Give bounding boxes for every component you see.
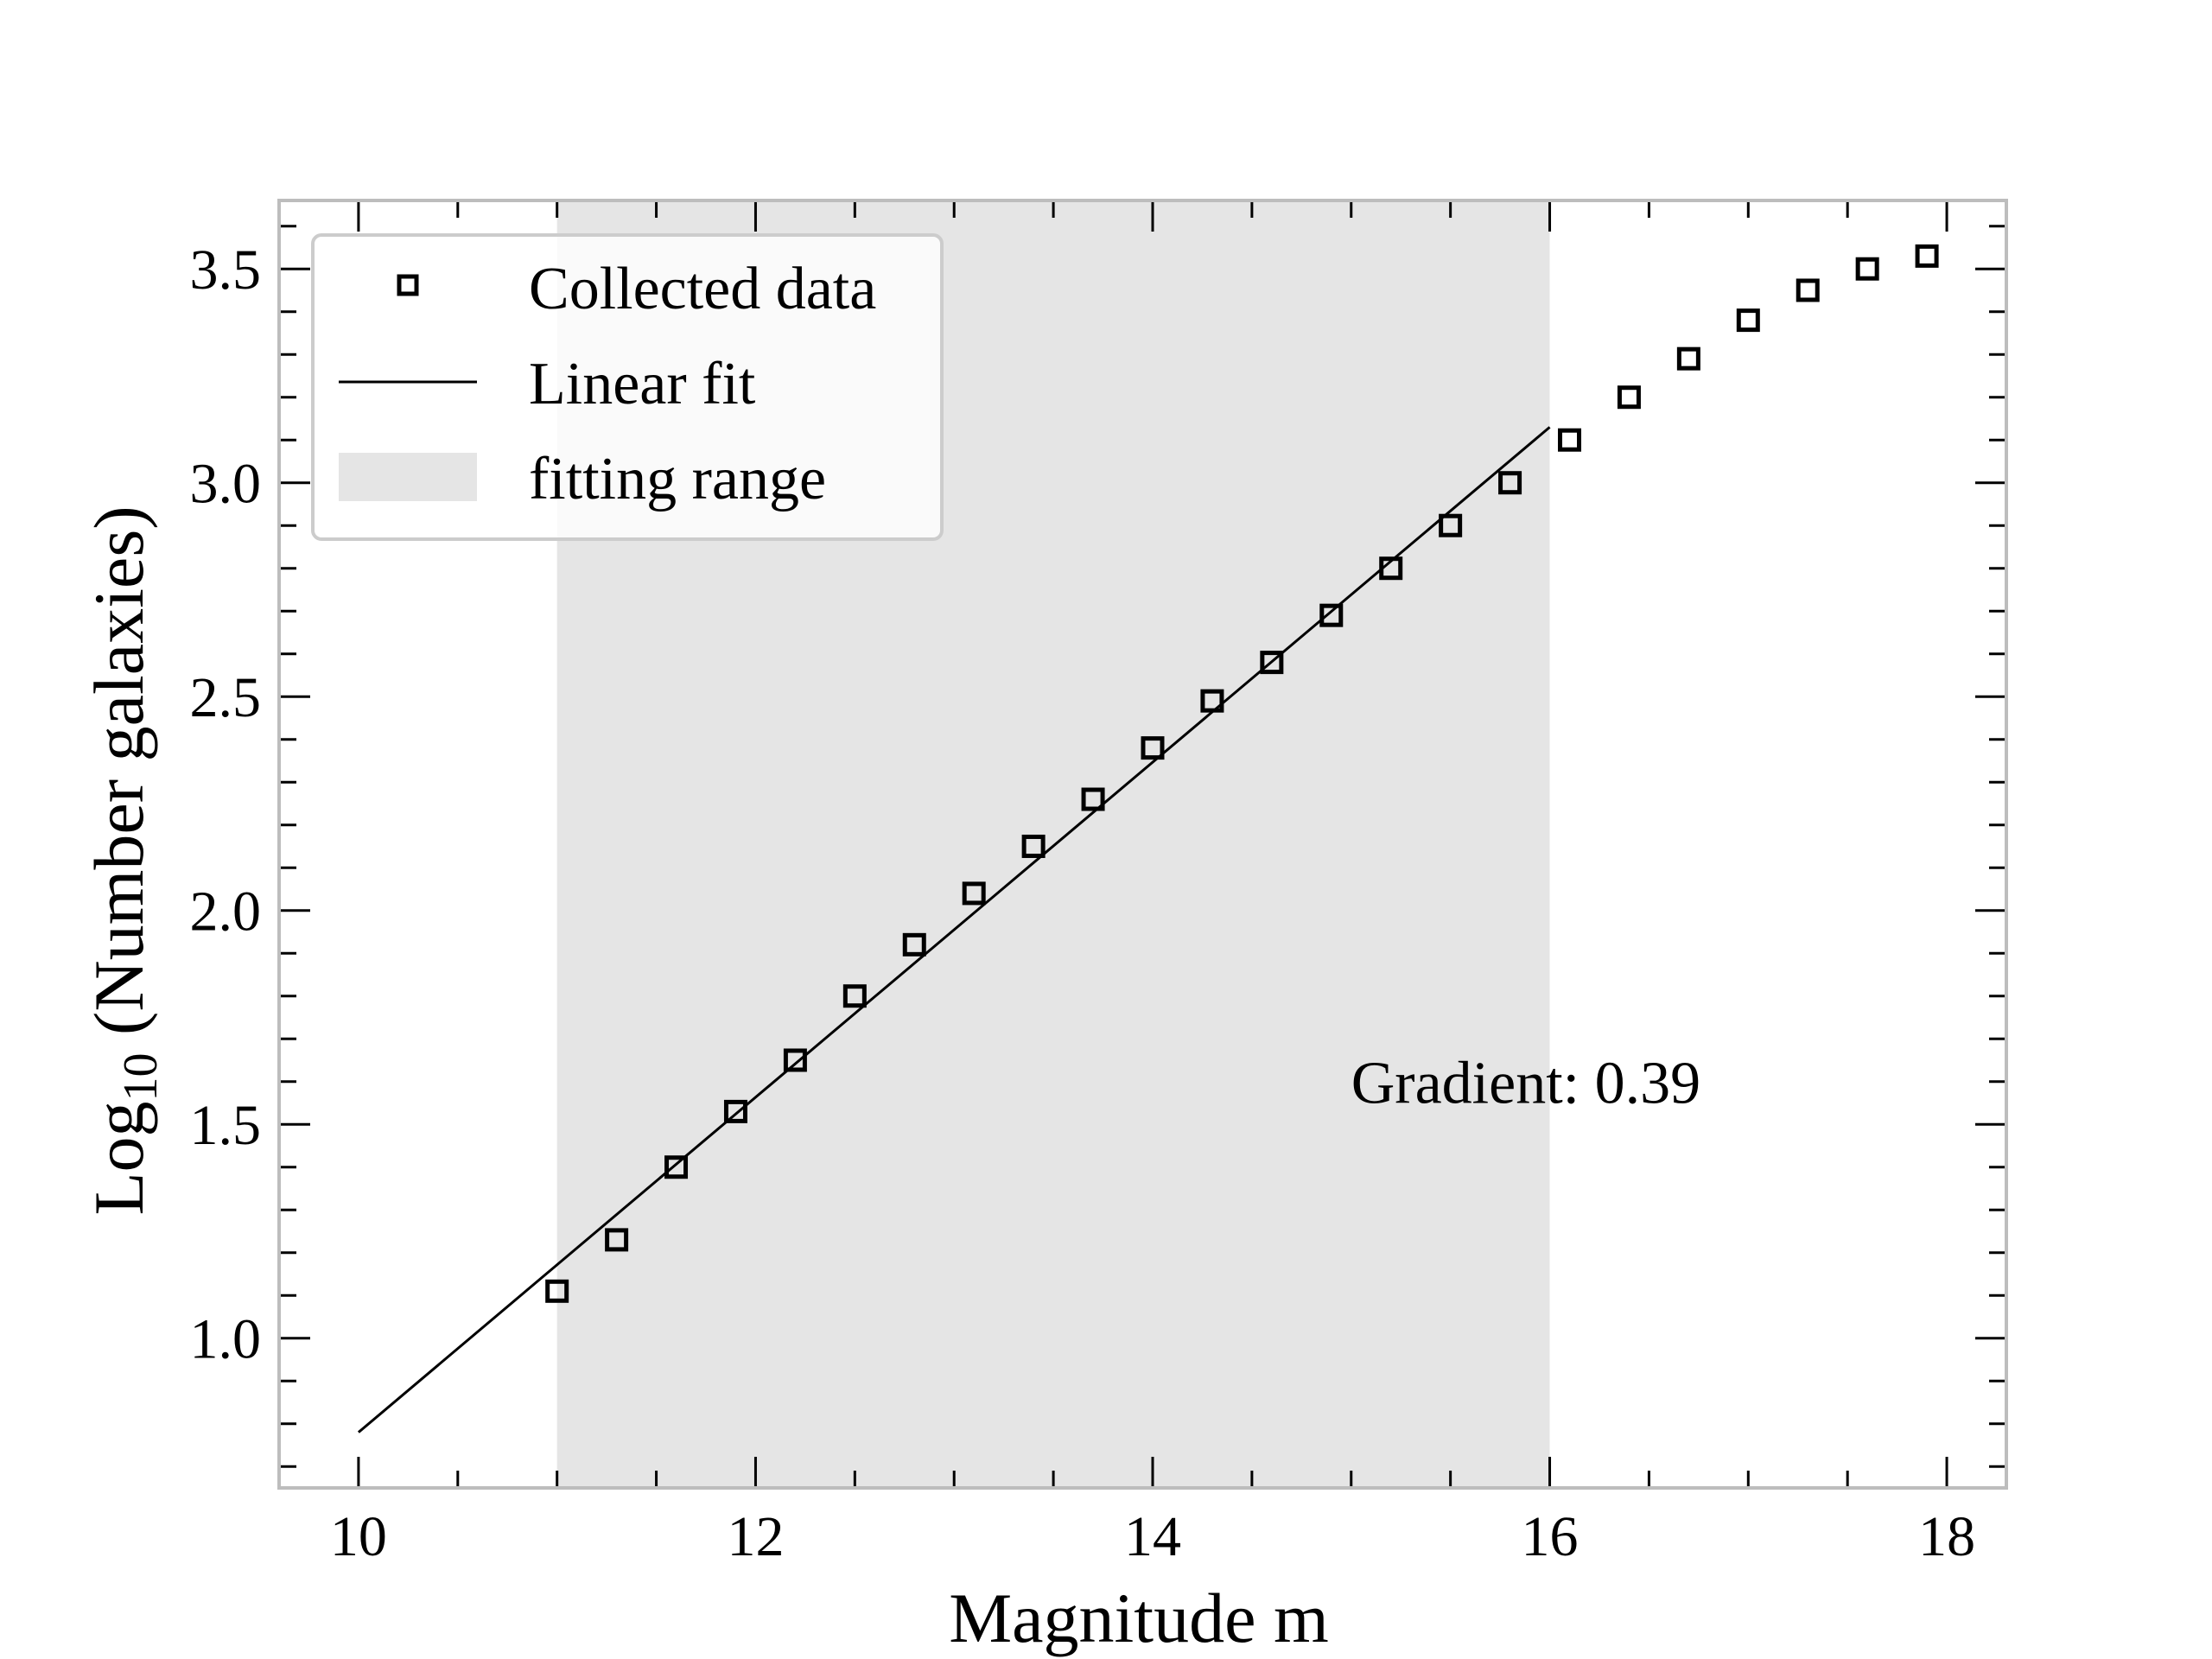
data-point bbox=[1379, 556, 1403, 581]
plot-frame bbox=[277, 199, 2008, 1490]
legend-label-linear-fit: Linear fit bbox=[529, 351, 756, 417]
data-point bbox=[1319, 603, 1344, 627]
y-tick-label: 1.0 bbox=[190, 1308, 262, 1371]
collected-data-points bbox=[545, 244, 1939, 1303]
y-axis-label-rest: (Number galaxies) bbox=[79, 505, 158, 1052]
data-point bbox=[1796, 278, 1820, 302]
y-tick-label: 2.0 bbox=[190, 880, 262, 944]
data-point bbox=[1021, 834, 1046, 858]
legend-patch-fitting-range bbox=[339, 453, 477, 501]
y-tick-label: 2.5 bbox=[190, 666, 262, 729]
x-axis-label: Magnitude m bbox=[949, 1579, 1329, 1657]
data-point bbox=[783, 1048, 807, 1072]
data-point bbox=[962, 881, 986, 906]
x-tick-label: 16 bbox=[1522, 1505, 1579, 1568]
data-point bbox=[1915, 244, 1939, 268]
gradient-annotation: Gradient: 0.39 bbox=[1351, 1050, 1700, 1116]
legend-marker-collected-data bbox=[397, 274, 419, 296]
data-point bbox=[1081, 787, 1105, 811]
data-point bbox=[1141, 736, 1165, 760]
data-point bbox=[1439, 513, 1463, 537]
data-point bbox=[1200, 689, 1224, 713]
y-tick-label: 1.5 bbox=[190, 1094, 262, 1157]
y-axis-label: Log10 (Number galaxies) bbox=[79, 505, 168, 1215]
data-point bbox=[842, 984, 867, 1008]
data-point bbox=[1617, 385, 1641, 410]
data-point bbox=[723, 1099, 747, 1123]
data-point bbox=[1558, 428, 1582, 452]
y-tick-label: 3.0 bbox=[190, 453, 262, 516]
data-point bbox=[1855, 257, 1879, 281]
y-tick-label: 3.5 bbox=[190, 238, 262, 302]
data-point bbox=[605, 1228, 629, 1252]
y-tick-labels: 1.0 1.5 2.0 2.5 3.0 3.5 bbox=[190, 238, 262, 1371]
axis-ticks bbox=[279, 200, 2006, 1488]
legend-label-fitting-range: fitting range bbox=[529, 446, 826, 512]
x-tick-label: 14 bbox=[1124, 1505, 1181, 1568]
data-point bbox=[902, 932, 926, 957]
legend: Collected data Linear fit fitting range bbox=[311, 233, 944, 541]
x-tick-labels: 10 12 14 16 18 bbox=[330, 1505, 1975, 1568]
x-tick-label: 12 bbox=[727, 1505, 784, 1568]
linear-fit-line bbox=[357, 426, 1551, 1433]
data-point bbox=[1676, 346, 1700, 371]
data-point bbox=[1260, 651, 1284, 675]
y-axis-label-subscript: 10 bbox=[114, 1052, 168, 1101]
data-point bbox=[664, 1155, 689, 1179]
data-point bbox=[545, 1279, 569, 1303]
data-point bbox=[1498, 471, 1522, 495]
legend-label-collected-data: Collected data bbox=[529, 256, 876, 322]
x-tick-label: 18 bbox=[1918, 1505, 1975, 1568]
x-tick-label: 10 bbox=[330, 1505, 387, 1568]
data-point bbox=[1736, 308, 1760, 333]
